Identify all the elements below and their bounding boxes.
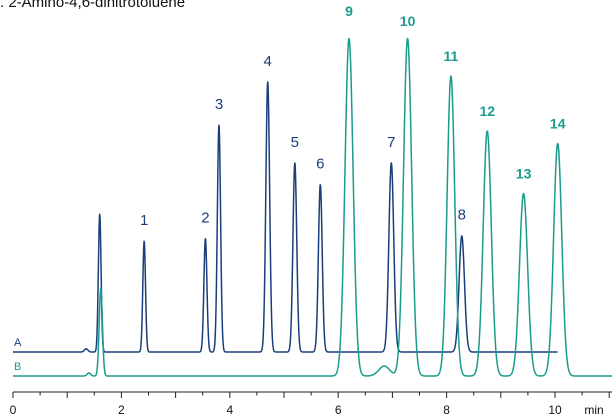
peak-label-14: 14 [550,116,566,132]
peak-label-11: 11 [443,48,458,64]
peak-label-7: 7 [387,134,395,151]
peak-label-3: 3 [215,96,223,113]
peak-label-10: 10 [400,13,416,29]
chart-caption: . 2-Amino-4,6-dinitrotoluene [0,0,186,11]
peak-label-2: 2 [201,209,209,226]
x-axis: 0 2 4 6 8 10 min [10,391,612,416]
series-name-a: A [14,337,22,349]
peak-label-9: 9 [345,3,353,19]
x-tick-label-4: 4 [226,403,233,416]
peak-label-13: 13 [516,166,532,182]
traces: AB [12,37,612,377]
peak-label-8: 8 [458,207,466,224]
peak-label-5: 5 [291,134,299,151]
x-tick-label-0: 0 [10,403,17,416]
peak-label-1: 1 [140,212,148,229]
series-line-a [12,81,559,353]
peak-label-6: 6 [316,155,324,172]
peak-label-4: 4 [264,53,272,70]
series-line-b [12,37,612,377]
x-tick-label-8: 8 [443,403,450,416]
peak-label-12: 12 [480,103,496,119]
x-tick-label-6: 6 [335,403,342,416]
x-tick-label-2: 2 [118,403,125,416]
x-axis-unit: min [584,403,603,416]
x-tick-label-10: 10 [548,403,562,416]
series-name-b: B [14,361,21,373]
